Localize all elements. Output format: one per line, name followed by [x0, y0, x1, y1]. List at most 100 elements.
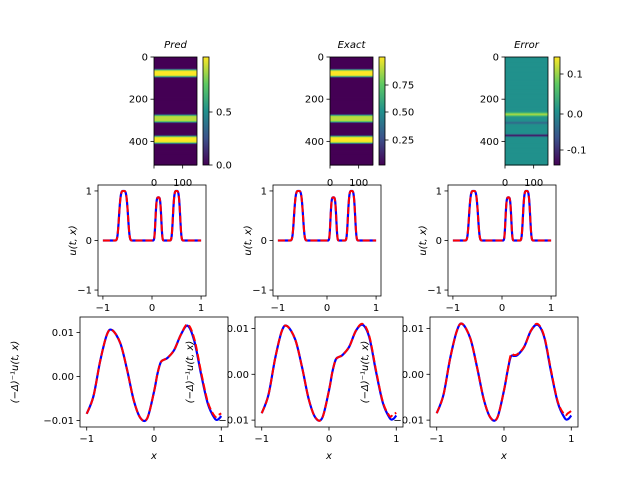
- heatmap-cell-row: [154, 97, 197, 99]
- heatmap-cell-row: [154, 105, 197, 107]
- heatmap-cell-row: [505, 85, 548, 88]
- x-tick-label: −1: [429, 434, 444, 445]
- heatmap-cell-row: [330, 156, 373, 158]
- heatmap-cell-row: [330, 112, 373, 115]
- heatmap-cell-row: [154, 116, 197, 119]
- y-tick-label: −1: [77, 286, 92, 297]
- heatmap-cell-row: [505, 146, 548, 148]
- heatmap-cell-row: [330, 73, 373, 76]
- colorbar-frame: [202, 56, 210, 166]
- y-tick-label: 0.00: [227, 370, 249, 381]
- heatmap-cell-row: [330, 138, 373, 140]
- heatmap-cell-row: [154, 121, 197, 124]
- heatmap-cell-row: [330, 68, 373, 71]
- heatmap-cell-row: [505, 68, 548, 71]
- heatmap-cell-row: [505, 63, 548, 66]
- heatmap-cell-row: [505, 58, 548, 61]
- heatmap-cell-row: [505, 64, 548, 67]
- heatmap-cell-row: [505, 72, 548, 74]
- heatmap-cell-row: [330, 78, 373, 80]
- heatmap-frame: [329, 56, 374, 166]
- heatmap-cell-row: [330, 127, 373, 130]
- heatmap-cell-row: [505, 159, 548, 161]
- heatmap-cell-row: [330, 97, 373, 99]
- heatmap-cell-row: [154, 161, 197, 164]
- heatmap-cell-row: [505, 101, 548, 104]
- heatmap-y-tick-label: 400: [480, 137, 499, 148]
- heatmap-cell-row: [330, 133, 373, 136]
- y-tick-label: 0.01: [227, 324, 249, 335]
- axes-frame: [254, 316, 404, 428]
- heatmap-cell-row: [505, 105, 548, 108]
- heatmap-title: Error: [514, 40, 540, 51]
- heatmap-cell-row: [330, 121, 373, 124]
- x-axis-label: x: [500, 451, 507, 462]
- heatmap-cell-row: [330, 93, 373, 95]
- heatmap-cell-row: [505, 62, 548, 65]
- heatmap-cell-row: [505, 78, 548, 81]
- heatmap-cell-row: [505, 111, 548, 114]
- heatmap-cell-row: [154, 159, 197, 161]
- heatmap-cell-row: [154, 162, 197, 164]
- heatmap-cell-row: [330, 78, 373, 81]
- heatmap-cell-row: [505, 92, 548, 94]
- heatmap-cell-row: [330, 111, 373, 114]
- heatmap-cell-row: [154, 148, 197, 150]
- heatmap-cell-row: [330, 153, 373, 155]
- y-tick-label: 0: [436, 236, 442, 247]
- heatmap-cell-row: [505, 74, 548, 77]
- heatmap-cell-row: [330, 134, 373, 137]
- heatmap-cell-row: [330, 148, 373, 150]
- heatmap-cell-row: [330, 110, 373, 112]
- heatmap-title: Pred: [164, 40, 187, 51]
- heatmap-cell-row: [330, 147, 373, 149]
- heatmap-cell-row: [330, 82, 373, 84]
- heatmap-cell-row: [330, 57, 373, 59]
- heatmap-cell-row: [505, 81, 548, 83]
- heatmap-cell-row: [154, 89, 197, 92]
- heatmap-cell-row: [330, 72, 373, 74]
- heatmap-cell-row: [505, 105, 548, 107]
- heatmap-cell-row: [154, 63, 197, 66]
- heatmap-cell-row: [154, 59, 197, 61]
- heatmap-cell-row: [505, 138, 548, 141]
- heatmap-cell-row: [154, 111, 197, 113]
- heatmap-cell-row: [154, 72, 197, 74]
- heatmap-cell-row: [505, 114, 548, 116]
- heatmap-cell-row: [505, 125, 548, 127]
- row2-panel-0: −1 0 1 −1 0 1 u(t, x): [68, 184, 207, 314]
- colorbar: [554, 57, 560, 165]
- heatmap-cell-row: [154, 100, 197, 103]
- colorbar-tick-label: 0.75: [392, 81, 414, 92]
- heatmap-cell-row: [154, 143, 197, 146]
- heatmap-cell-row: [154, 119, 197, 121]
- heatmap-cell-row: [330, 62, 373, 65]
- heatmap-cell-row: [154, 82, 197, 84]
- heatmap-cell-row: [154, 73, 197, 76]
- heatmap-cell-row: [154, 115, 197, 117]
- heatmap-cell-row: [154, 101, 197, 104]
- x-tick-label: 0: [501, 434, 507, 445]
- heatmap-cell-row: [505, 100, 548, 102]
- heatmap-cell-row: [330, 127, 373, 129]
- heatmap-cell-row: [154, 121, 197, 123]
- heatmap-cell-row: [154, 68, 197, 71]
- heatmap-y-tick-label: 0: [142, 53, 148, 64]
- heatmap-cell-row: [154, 149, 197, 152]
- heatmap-cell-row: [505, 83, 548, 85]
- heatmap-cell-row: [505, 112, 548, 115]
- heatmap-cell-row: [330, 126, 373, 128]
- y-tick-label: −1: [427, 286, 442, 297]
- heatmap-cell-row: [154, 67, 197, 69]
- heatmap-y-tick-label: 0: [493, 53, 499, 64]
- heatmap-cell-row: [330, 157, 373, 159]
- heatmap-cell-row: [154, 127, 197, 129]
- heatmap-cell-row: [505, 109, 548, 111]
- heatmap-cell-row: [330, 163, 373, 165]
- heatmap-cell-row: [330, 99, 373, 101]
- heatmap-cell-row: [154, 71, 197, 73]
- heatmap-cell-row: [505, 122, 548, 125]
- heatmap-cell-row: [330, 159, 373, 162]
- colorbar: [203, 57, 209, 165]
- heatmap-cell-row: [330, 107, 373, 110]
